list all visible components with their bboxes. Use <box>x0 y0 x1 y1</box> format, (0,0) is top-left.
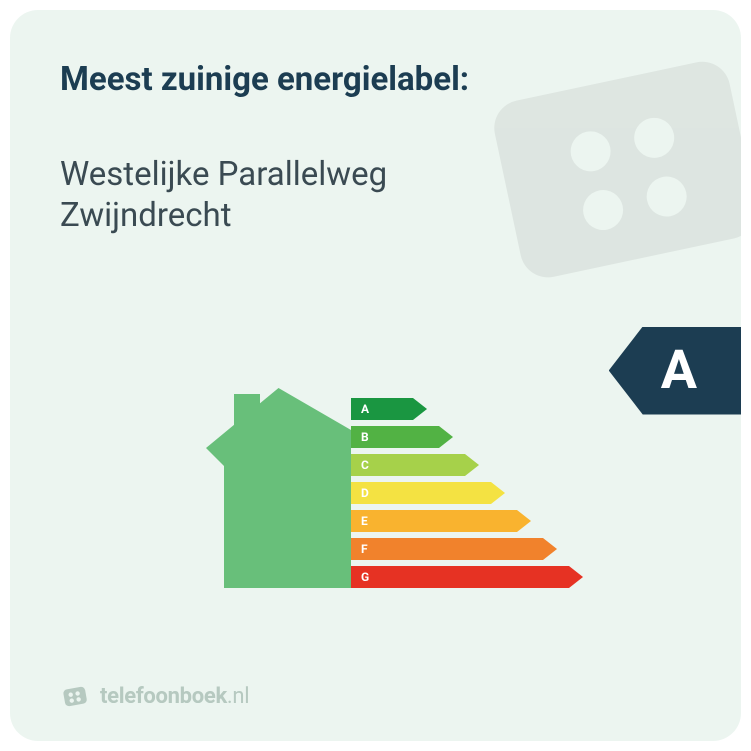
energy-bar-label-e: E <box>361 514 368 528</box>
energy-bar-label-b: B <box>361 430 369 444</box>
energy-bar-label-a: A <box>361 402 370 416</box>
rating-badge: A <box>609 327 741 415</box>
location-text: Westelijke Parallelweg Zwijndrecht <box>60 154 691 237</box>
energy-bar-c <box>351 454 479 476</box>
energy-bar-f <box>351 538 557 560</box>
footer-brand: telefoonboek.nl <box>100 684 249 709</box>
energy-bar-label-c: C <box>361 458 369 472</box>
footer-brand-thin: .nl <box>227 684 249 709</box>
energy-bar-label-d: D <box>361 486 369 500</box>
footer-logo-icon <box>60 681 90 711</box>
energy-bar-e <box>351 510 531 532</box>
footer: telefoonboek.nl <box>60 681 691 711</box>
chart-area: ABCDEFG A <box>60 317 691 662</box>
energy-label-chart: ABCDEFG <box>166 374 586 604</box>
location-line2: Zwijndrecht <box>60 196 232 235</box>
energy-bar-g <box>351 566 583 588</box>
energy-bar-label-f: F <box>361 542 368 556</box>
location-line1: Westelijke Parallelweg <box>60 155 387 194</box>
energy-card: Meest zuinige energielabel: Westelijke P… <box>10 10 741 741</box>
energy-bar-d <box>351 482 505 504</box>
rating-letter: A <box>661 339 697 402</box>
page-title: Meest zuinige energielabel: <box>60 60 691 99</box>
energy-bar-label-g: G <box>361 570 369 584</box>
footer-brand-bold: telefoonboek <box>100 684 227 709</box>
